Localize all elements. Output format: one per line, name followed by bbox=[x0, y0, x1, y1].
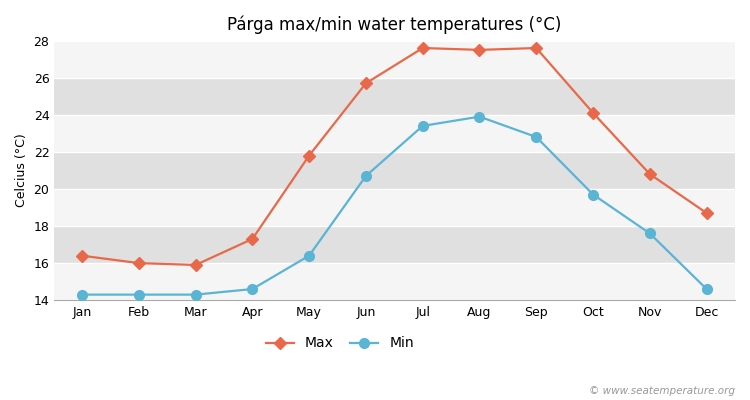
Max bbox=[134, 261, 143, 266]
Max bbox=[191, 262, 200, 267]
Bar bbox=[53, 189, 735, 226]
Min bbox=[191, 292, 200, 297]
Bar bbox=[53, 152, 735, 189]
Legend: Max, Min: Max, Min bbox=[266, 336, 414, 350]
Max bbox=[532, 46, 541, 50]
Title: Párga max/min water temperatures (°C): Párga max/min water temperatures (°C) bbox=[227, 15, 562, 34]
Min bbox=[419, 124, 428, 128]
Max bbox=[645, 172, 654, 176]
Min bbox=[134, 292, 143, 297]
Max bbox=[475, 48, 484, 52]
Line: Max: Max bbox=[78, 44, 711, 269]
Bar bbox=[53, 41, 735, 78]
Min bbox=[702, 287, 711, 292]
Bar bbox=[53, 226, 735, 263]
Bar bbox=[53, 78, 735, 115]
Max bbox=[589, 110, 598, 115]
Min bbox=[362, 174, 370, 178]
Max bbox=[362, 81, 370, 86]
Max bbox=[248, 236, 256, 241]
Bar bbox=[53, 263, 735, 300]
Y-axis label: Celcius (°C): Celcius (°C) bbox=[15, 134, 28, 207]
Max bbox=[77, 253, 86, 258]
Line: Min: Min bbox=[77, 112, 712, 300]
Min bbox=[645, 231, 654, 236]
Max bbox=[419, 46, 428, 50]
Min bbox=[77, 292, 86, 297]
Min bbox=[532, 135, 541, 140]
Max bbox=[702, 211, 711, 216]
Text: © www.seatemperature.org: © www.seatemperature.org bbox=[589, 386, 735, 396]
Min bbox=[304, 253, 313, 258]
Min bbox=[248, 287, 256, 292]
Max bbox=[304, 153, 313, 158]
Min bbox=[475, 114, 484, 119]
Min bbox=[589, 192, 598, 197]
Bar bbox=[53, 115, 735, 152]
